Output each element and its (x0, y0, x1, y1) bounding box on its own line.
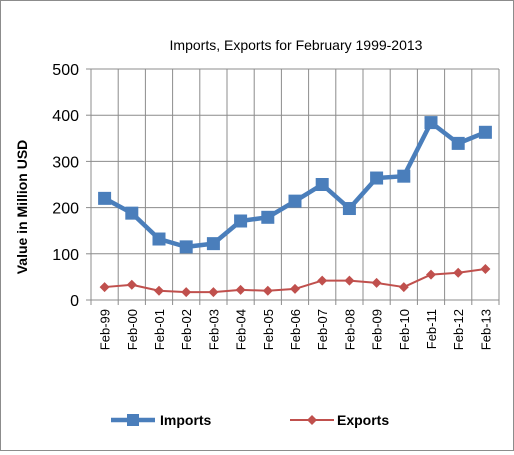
x-tick-label: Feb-01 (152, 309, 167, 350)
data-point (370, 171, 384, 185)
data-point (451, 136, 465, 150)
x-tick-label: Feb-10 (397, 309, 412, 350)
data-point (317, 275, 328, 286)
data-point (480, 264, 491, 275)
chart-title: Imports, Exports for February 1999-2013 (170, 37, 423, 53)
data-point (398, 282, 409, 293)
data-point (344, 275, 355, 286)
legend-item-imports: Imports (111, 412, 212, 428)
x-tick-label: Feb-12 (451, 309, 466, 350)
x-tick-label: Feb-02 (179, 309, 194, 350)
grid (91, 68, 500, 300)
data-point (261, 210, 275, 224)
x-tick-label: Feb-03 (206, 309, 221, 350)
data-point (315, 178, 329, 191)
x-tick-label: Feb-00 (125, 309, 140, 350)
x-tick-label: Feb-13 (478, 309, 493, 350)
x-tick-label: Feb-99 (98, 309, 113, 350)
legend-label: Imports (160, 412, 212, 428)
data-point (234, 214, 248, 228)
data-point (98, 191, 112, 205)
data-point (426, 269, 436, 280)
data-point (125, 206, 139, 220)
y-tick-label: 200 (52, 201, 79, 218)
x-tick-label: Feb-04 (234, 309, 249, 350)
y-tick-label: 300 (52, 154, 79, 171)
data-point (262, 285, 273, 296)
series-imports (98, 116, 492, 254)
x-tick-label: Feb-06 (288, 309, 303, 350)
data-point (478, 125, 492, 139)
y-tick-label: 500 (52, 62, 79, 79)
data-point (290, 283, 300, 294)
x-tick-label: Feb-09 (370, 309, 385, 350)
data-point (397, 169, 411, 183)
data-point (235, 284, 246, 295)
x-tick-label: Feb-08 (342, 309, 357, 350)
data-point (206, 237, 220, 251)
y-tick-label: 100 (52, 247, 79, 264)
data-point (424, 116, 438, 130)
y-axis-label: Value in Million USD (14, 140, 30, 275)
series (98, 116, 492, 298)
y-tick-label: 0 (70, 293, 79, 310)
data-point (342, 202, 356, 216)
data-point (152, 232, 166, 246)
data-point (99, 282, 110, 293)
axes (86, 68, 500, 305)
series-line (103, 120, 487, 250)
data-point (181, 287, 192, 298)
legend-label: Exports (337, 412, 389, 428)
data-point (453, 267, 464, 278)
data-point (208, 287, 219, 298)
legend-item-exports: Exports (290, 412, 389, 428)
y-axis-ticks: 0 100 200 300 400 500 (52, 62, 79, 310)
data-point (154, 285, 164, 296)
x-tick-label: Feb-05 (261, 309, 276, 350)
data-point (179, 240, 193, 254)
legend: Imports Exports (111, 412, 389, 428)
series-exports (99, 264, 491, 298)
data-point (288, 194, 302, 208)
x-axis-ticks: Feb-99 Feb-00 Feb-01 Feb-02 Feb-03 Feb-04 Feb-… (98, 309, 494, 350)
y-tick-label: 400 (52, 108, 79, 125)
x-tick-label: Feb-07 (315, 309, 330, 350)
legend-marker (127, 414, 139, 426)
data-point (371, 277, 382, 288)
x-tick-label: Feb-11 (424, 309, 439, 349)
data-point (126, 279, 137, 290)
legend-marker (307, 415, 317, 425)
